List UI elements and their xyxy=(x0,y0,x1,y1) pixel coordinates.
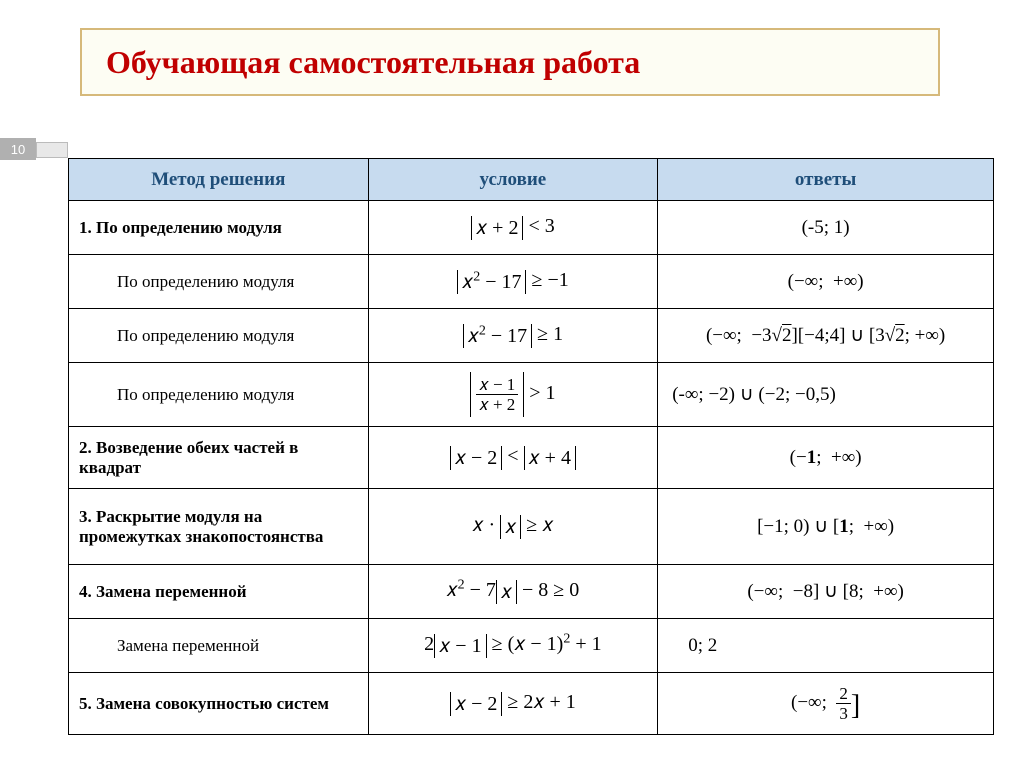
method-cell: 2. Возведение обеих частей в квадрат xyxy=(69,427,369,489)
condition-cell: 2𝑥 − 1 ≥ (𝑥 − 1)2 + 1 xyxy=(368,619,658,673)
header-condition: условие xyxy=(368,159,658,201)
answer-cell: 0; 2 xyxy=(658,619,994,673)
decorative-tab xyxy=(36,142,68,158)
answer-cell: (−∞; −3√2][−4;4] ∪ [3√2; +∞) xyxy=(658,309,994,363)
header-answer: ответы xyxy=(658,159,994,201)
condition-cell: 𝑥2 − 7𝑥 − 8 ≥ 0 xyxy=(368,565,658,619)
page-number-text: 10 xyxy=(11,142,25,157)
table-row: 5. Замена совокупностью систем 𝑥 − 2 ≥ 2… xyxy=(69,673,994,735)
title-box: Обучающая самостоятельная работа xyxy=(80,28,940,96)
table-row: По определению модуля 𝑥2 − 17 ≥ 1 (−∞; −… xyxy=(69,309,994,363)
condition-cell: 𝑥2 − 17 ≥ 1 xyxy=(368,309,658,363)
answer-cell: (−1; +∞) xyxy=(658,427,994,489)
page-title: Обучающая самостоятельная работа xyxy=(106,44,640,81)
table-row: 3. Раскрытие модуля на промежутках знако… xyxy=(69,489,994,565)
answer-cell: (−∞; 23] xyxy=(658,673,994,735)
method-cell: По определению модуля xyxy=(69,255,369,309)
method-cell: 4. Замена переменной xyxy=(69,565,369,619)
table-row: По определению модуля 𝑥2 − 17 ≥ −1 (−∞; … xyxy=(69,255,994,309)
answer-cell: (−∞; −8] ∪ [8; +∞) xyxy=(658,565,994,619)
answer-cell: (-∞; −2) ∪ (−2; −0,5) xyxy=(658,363,994,427)
method-cell: 3. Раскрытие модуля на промежутках знако… xyxy=(69,489,369,565)
exercise-table: Метод решения условие ответы 1. По опред… xyxy=(68,158,994,735)
condition-cell: 𝑥 − 2 ≥ 2𝑥 + 1 xyxy=(368,673,658,735)
answer-cell: [−1; 0) ∪ [1; +∞) xyxy=(658,489,994,565)
method-cell: По определению модуля xyxy=(69,309,369,363)
method-cell: По определению модуля xyxy=(69,363,369,427)
page-number-badge: 10 xyxy=(0,138,36,160)
method-cell: 5. Замена совокупностью систем xyxy=(69,673,369,735)
answer-cell: (−∞; +∞) xyxy=(658,255,994,309)
table-row: По определению модуля 𝑥 − 1𝑥 + 2 > 1 (-∞… xyxy=(69,363,994,427)
table-row: Замена переменной 2𝑥 − 1 ≥ (𝑥 − 1)2 + 1 … xyxy=(69,619,994,673)
header-row: Метод решения условие ответы xyxy=(69,159,994,201)
table-row: 2. Возведение обеих частей в квадрат 𝑥 −… xyxy=(69,427,994,489)
table-row: 4. Замена переменной 𝑥2 − 7𝑥 − 8 ≥ 0 (−∞… xyxy=(69,565,994,619)
condition-cell: 𝑥2 − 17 ≥ −1 xyxy=(368,255,658,309)
method-cell: 1. По определению модуля xyxy=(69,201,369,255)
table-row: 1. По определению модуля 𝑥 + 2 < 3 (-5; … xyxy=(69,201,994,255)
header-method: Метод решения xyxy=(69,159,369,201)
method-cell: Замена переменной xyxy=(69,619,369,673)
condition-cell: 𝑥 + 2 < 3 xyxy=(368,201,658,255)
answer-cell: (-5; 1) xyxy=(658,201,994,255)
condition-cell: 𝑥 − 1𝑥 + 2 > 1 xyxy=(368,363,658,427)
condition-cell: 𝑥 · 𝑥 ≥ 𝑥 xyxy=(368,489,658,565)
condition-cell: 𝑥 − 2 < 𝑥 + 4 xyxy=(368,427,658,489)
